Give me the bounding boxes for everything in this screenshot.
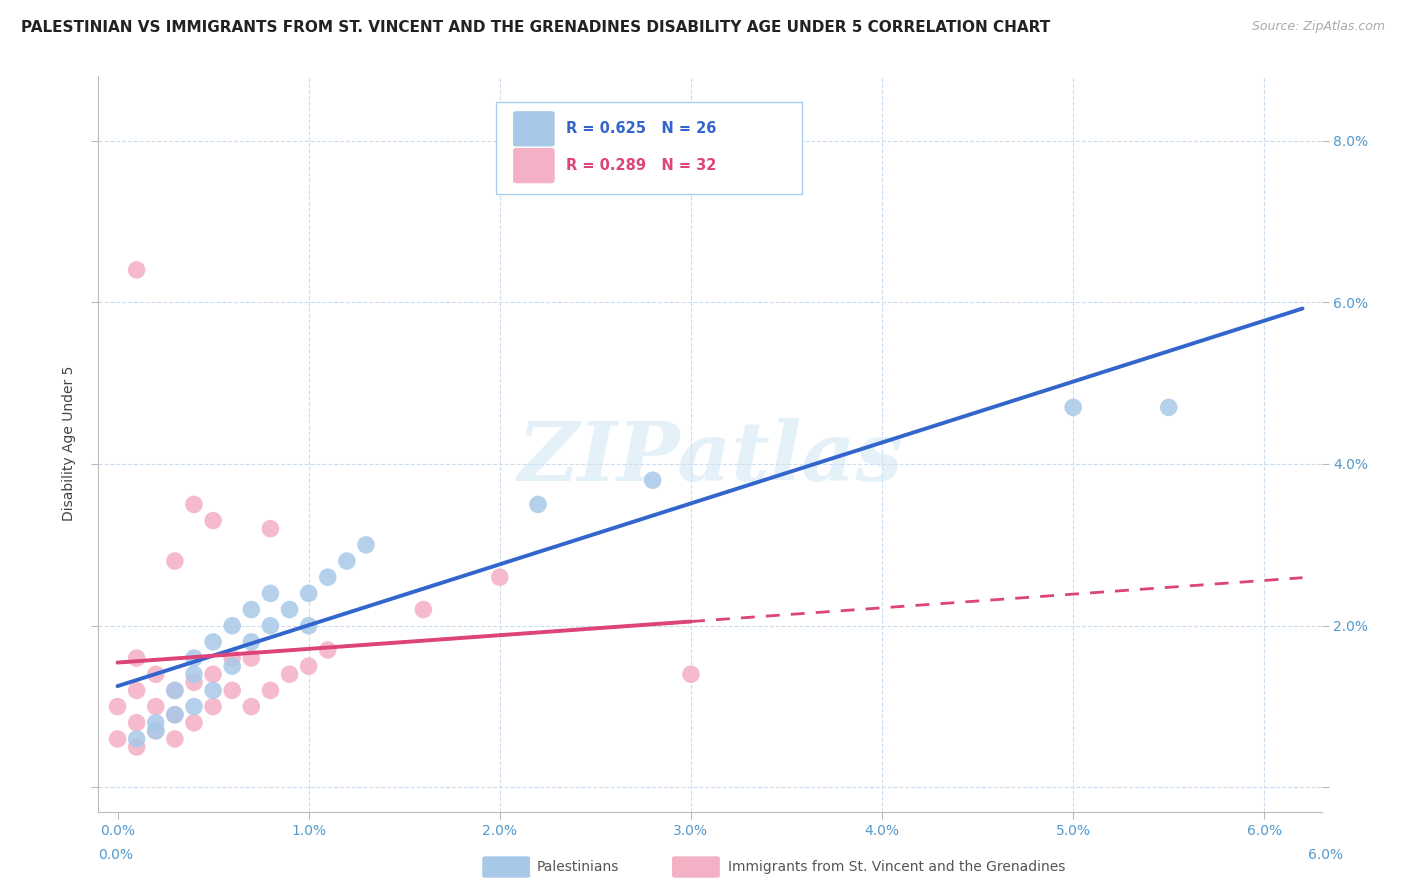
Text: R = 0.289   N = 32: R = 0.289 N = 32	[565, 158, 716, 173]
Point	[202, 514, 225, 528]
Point	[316, 643, 339, 657]
Point	[163, 554, 186, 568]
Point	[183, 667, 205, 681]
Point	[240, 635, 263, 649]
FancyBboxPatch shape	[496, 102, 801, 194]
Point	[278, 667, 301, 681]
Point	[336, 554, 359, 568]
Point	[163, 707, 186, 722]
Point	[202, 683, 225, 698]
Y-axis label: Disability Age Under 5: Disability Age Under 5	[62, 366, 76, 522]
Point	[259, 618, 281, 632]
Text: PALESTINIAN VS IMMIGRANTS FROM ST. VINCENT AND THE GRENADINES DISABILITY AGE UND: PALESTINIAN VS IMMIGRANTS FROM ST. VINCE…	[21, 20, 1050, 35]
Point	[145, 667, 167, 681]
Text: Immigrants from St. Vincent and the Grenadines: Immigrants from St. Vincent and the Gren…	[728, 860, 1066, 874]
Text: 6.0%: 6.0%	[1308, 847, 1343, 862]
Point	[221, 651, 243, 665]
Point	[145, 723, 167, 738]
Point	[259, 522, 281, 536]
Point	[354, 538, 377, 552]
Text: R = 0.625   N = 26: R = 0.625 N = 26	[565, 121, 716, 136]
Point	[163, 731, 186, 746]
Point	[125, 263, 148, 277]
Point	[221, 683, 243, 698]
Point	[1157, 401, 1180, 415]
Point	[240, 699, 263, 714]
Point	[125, 651, 148, 665]
Text: Source: ZipAtlas.com: Source: ZipAtlas.com	[1251, 20, 1385, 33]
Point	[125, 731, 148, 746]
Point	[183, 699, 205, 714]
Point	[183, 497, 205, 511]
Point	[107, 731, 129, 746]
Point	[221, 618, 243, 632]
Point	[125, 739, 148, 754]
Point	[412, 602, 434, 616]
Text: ZIPatlas: ZIPatlas	[517, 418, 903, 499]
Point	[202, 635, 225, 649]
Point	[145, 699, 167, 714]
Point	[527, 497, 550, 511]
Text: 0.0%: 0.0%	[98, 847, 134, 862]
Point	[183, 715, 205, 730]
Point	[163, 707, 186, 722]
Point	[488, 570, 510, 584]
Point	[221, 659, 243, 673]
Text: Palestinians: Palestinians	[537, 860, 620, 874]
Point	[107, 699, 129, 714]
Point	[202, 699, 225, 714]
Point	[278, 602, 301, 616]
Point	[145, 723, 167, 738]
Point	[240, 602, 263, 616]
Point	[259, 683, 281, 698]
Point	[298, 659, 321, 673]
Point	[1062, 401, 1084, 415]
Point	[163, 683, 186, 698]
Point	[125, 683, 148, 698]
Point	[145, 715, 167, 730]
FancyBboxPatch shape	[513, 112, 555, 146]
Point	[163, 683, 186, 698]
Point	[316, 570, 339, 584]
Point	[679, 667, 702, 681]
Point	[183, 675, 205, 690]
Point	[125, 715, 148, 730]
Point	[183, 651, 205, 665]
Point	[298, 618, 321, 632]
Point	[298, 586, 321, 600]
Point	[240, 651, 263, 665]
Point	[202, 667, 225, 681]
Point	[259, 586, 281, 600]
FancyBboxPatch shape	[513, 148, 555, 183]
Point	[641, 473, 664, 487]
